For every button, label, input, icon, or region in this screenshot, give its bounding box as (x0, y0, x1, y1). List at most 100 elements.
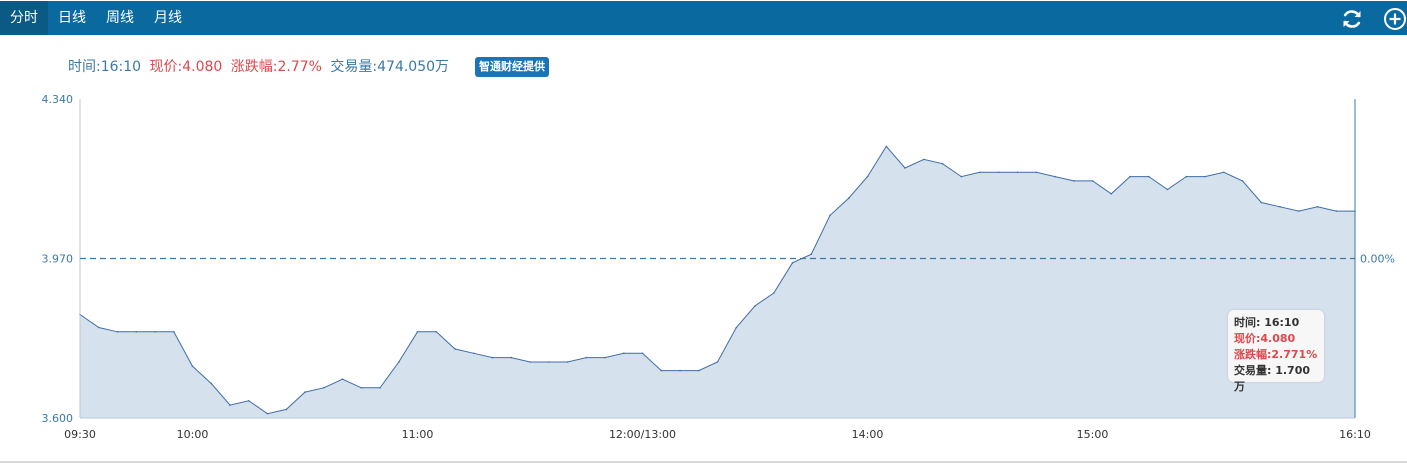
x-tick-label: 14:00 (852, 428, 884, 441)
price-point (116, 331, 119, 333)
price-point (885, 145, 888, 148)
price-point (229, 404, 231, 406)
add-circle-icon[interactable] (1383, 7, 1407, 31)
price-point (416, 331, 419, 333)
x-tick-label: 09:30 (64, 428, 96, 441)
x-tick-label: 15:00 (1077, 428, 1109, 441)
tooltip-volume: 交易量: 1.700万 (1234, 364, 1311, 393)
price-point (941, 162, 944, 165)
price-point (548, 361, 550, 363)
chart-tooltip: 时间: 16:10 现价:4.080 涨跌幅:2.771% 交易量: 1.700… (1228, 310, 1324, 393)
y-tick-label: 3.600 (42, 412, 74, 425)
bottom-divider (0, 461, 1407, 463)
price-point (566, 361, 569, 363)
price-point (623, 352, 625, 355)
y-tick-label: 4.340 (42, 93, 74, 106)
price-point (491, 356, 494, 359)
price-point (1223, 171, 1225, 174)
tab-monthly[interactable]: 月线 (154, 10, 182, 26)
price-point (585, 356, 588, 359)
price-point (829, 214, 831, 217)
price-point (98, 326, 100, 329)
price-point (1298, 210, 1300, 212)
info-time: 时间:16:10 (68, 59, 142, 75)
price-point (154, 331, 156, 333)
price-point (266, 412, 269, 415)
price-point (923, 158, 925, 161)
price-point (323, 387, 325, 389)
price-point (304, 391, 306, 393)
price-point (904, 167, 906, 169)
y-tick-label: 3.970 (42, 253, 74, 266)
price-point (379, 387, 381, 389)
provider-badge: 智通财经提供 (475, 57, 549, 77)
price-point (698, 369, 700, 372)
price-point (173, 331, 175, 333)
price-point (360, 387, 363, 389)
price-point (735, 326, 738, 329)
price-point (1110, 193, 1113, 195)
price-point (960, 175, 963, 178)
info-volume: 交易量:474.050万 (330, 59, 450, 75)
price-point (473, 352, 475, 355)
price-point (454, 348, 456, 350)
price-point (1335, 210, 1338, 212)
quote-info: 时间:16:10 现价:4.080 涨跌幅:2.77% 交易量:474.050万 (68, 56, 453, 76)
price-point (1129, 175, 1131, 178)
price-point (191, 365, 194, 368)
price-point (1035, 171, 1038, 174)
price-point (1279, 206, 1281, 208)
tooltip-change: 涨跌幅:2.771% (1234, 348, 1318, 361)
refresh-icon[interactable] (1340, 7, 1364, 31)
reference-percent-label: 0.00% (1360, 253, 1395, 266)
x-tick-label: 12:00/13:00 (609, 428, 676, 441)
price-point (1148, 175, 1150, 178)
price-point (135, 331, 138, 333)
price-point (998, 171, 1000, 174)
price-area-fill (80, 146, 1355, 418)
price-point (1185, 175, 1188, 178)
price-point (1316, 206, 1319, 208)
price-point (660, 369, 663, 372)
price-point (773, 292, 775, 294)
price-point (1073, 180, 1075, 182)
period-tabs: 分时 日线 周线 月线 (0, 1, 192, 35)
x-tick-label: 11:00 (402, 428, 434, 441)
price-point (848, 197, 850, 199)
price-point (398, 361, 400, 363)
price-point (754, 305, 756, 307)
x-tick-label: 10:00 (177, 428, 209, 441)
tooltip-price: 现价:4.080 (1234, 332, 1296, 345)
price-point (979, 171, 981, 174)
tab-weekly[interactable]: 周线 (106, 10, 134, 26)
top-toolbar: 分时 日线 周线 月线 (0, 1, 1407, 35)
price-point (641, 352, 644, 355)
price-point (810, 253, 813, 255)
price-point (1204, 175, 1206, 178)
x-tick-label: 16:10 (1339, 428, 1371, 441)
price-point (1260, 201, 1263, 204)
price-point (248, 400, 250, 402)
info-change: 涨跌幅:2.77% (230, 59, 322, 75)
price-point (716, 361, 719, 363)
price-point (1091, 180, 1094, 182)
price-point (1054, 175, 1056, 178)
tab-daily[interactable]: 日线 (58, 10, 86, 26)
price-point (866, 175, 869, 178)
price-point (1016, 171, 1019, 174)
price-point (285, 408, 288, 411)
price-point (1241, 180, 1244, 182)
price-point (341, 378, 344, 381)
price-point (791, 262, 794, 264)
info-price: 现价:4.080 (149, 59, 223, 75)
price-point (529, 361, 531, 363)
tab-intraday[interactable]: 分时 (0, 1, 48, 35)
price-point (210, 382, 213, 385)
price-point (510, 356, 513, 359)
tooltip-time: 时间: 16:10 (1234, 316, 1300, 329)
price-point (679, 369, 681, 372)
price-point (604, 356, 606, 359)
price-point (435, 331, 438, 333)
price-point (1166, 188, 1169, 191)
